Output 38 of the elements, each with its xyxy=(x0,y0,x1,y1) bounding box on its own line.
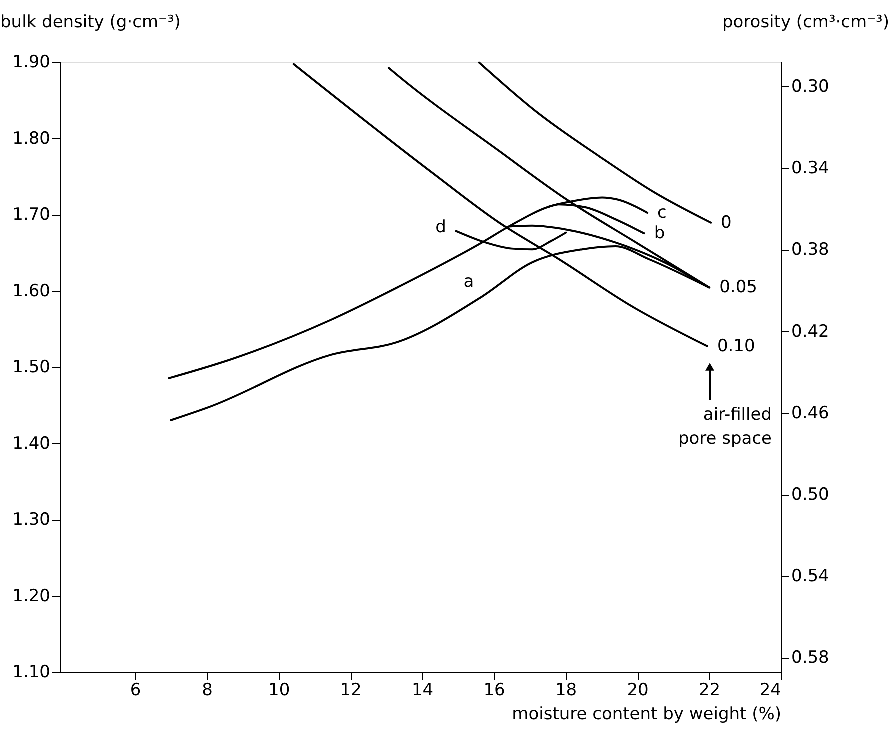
x-tick-label: 20 xyxy=(627,680,649,700)
series-label: d xyxy=(436,217,446,238)
y2-tick-label: 0.50 xyxy=(792,485,830,506)
series-label: 0 xyxy=(721,212,732,233)
annotation: air-filled pore space xyxy=(678,405,772,449)
x-axis-title: moisture content by weight (%) xyxy=(512,704,782,724)
x-tick-label: 12 xyxy=(340,680,362,700)
series-label: 0.05 xyxy=(720,278,758,298)
x-tick-label: 14 xyxy=(412,680,434,700)
series-label: c xyxy=(658,202,667,223)
x-tick-label: 8 xyxy=(202,680,213,700)
y2-tick-label: 0.42 xyxy=(792,322,830,342)
x-tick-label: 22 xyxy=(698,680,721,700)
series-label: 0.10 xyxy=(717,336,756,356)
y-tick-label: 1.60 xyxy=(12,281,50,302)
x-tick-label: 16 xyxy=(484,680,506,700)
y2-tick-label: 0.46 xyxy=(792,403,830,424)
x-tick-label: 6 xyxy=(130,680,142,700)
y-tick-label: 1.20 xyxy=(12,586,50,606)
y-tick-label: 1.10 xyxy=(12,662,50,682)
y2-tick-label: 0.54 xyxy=(792,566,830,587)
y-tick-label: 1.90 xyxy=(12,52,50,72)
y-tick-label: 1.80 xyxy=(12,128,50,149)
y-axis-title: bulk density (g·cm⁻³) xyxy=(0,12,181,32)
x-tick-label: 24 xyxy=(760,680,782,700)
y2-tick-label: 0.34 xyxy=(792,158,830,179)
x-tick-label: 18 xyxy=(555,680,578,700)
y-tick-label: 1.30 xyxy=(12,510,50,530)
series-label: a xyxy=(464,272,474,292)
y-tick-label: 1.40 xyxy=(12,434,50,454)
y2-axis-title: porosity (cm³·cm⁻³) xyxy=(722,12,890,32)
y2-tick-label: 0.30 xyxy=(792,76,830,97)
y2-tick-label: 0.38 xyxy=(792,240,830,260)
y-tick-label: 1.50 xyxy=(12,358,50,378)
series-label: b xyxy=(654,224,666,244)
y2-tick-label: 0.58 xyxy=(792,648,830,668)
y-tick-label: 1.70 xyxy=(12,205,50,225)
x-tick-label: 10 xyxy=(268,680,290,700)
